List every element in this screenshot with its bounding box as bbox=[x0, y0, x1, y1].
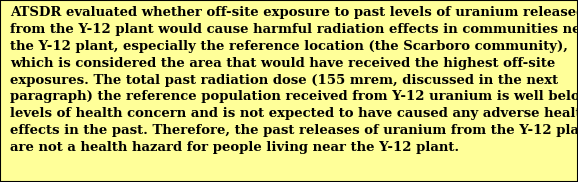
Text: ATSDR evaluated whether off-site exposure to past levels of uranium released
fro: ATSDR evaluated whether off-site exposur… bbox=[10, 6, 578, 154]
